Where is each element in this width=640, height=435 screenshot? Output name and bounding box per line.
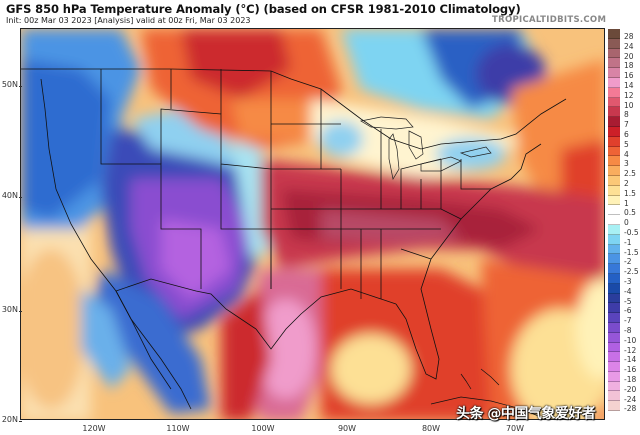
colorbar-cell <box>608 136 620 147</box>
colorbar-cell <box>608 166 620 176</box>
colorbar-cell <box>608 293 620 304</box>
colorbar-cell <box>608 175 620 186</box>
lat-tick-20n: 20N <box>1 415 22 424</box>
colorbar-label: -18 <box>624 375 637 384</box>
colorbar-label: -20 <box>624 384 637 394</box>
colorbar-cell <box>608 313 620 323</box>
colorbar-label: 3 <box>624 159 629 169</box>
colorbar-label: 4 <box>624 149 629 159</box>
colorbar-label: 24 <box>624 41 634 51</box>
colorbar-cell <box>608 244 620 255</box>
colorbar-label: 2.5 <box>624 169 636 179</box>
colorbar-cell <box>608 97 620 108</box>
colorbar-cell <box>608 68 620 78</box>
lat-tick-30n: 30N <box>1 305 22 314</box>
colorbar-cell <box>608 224 620 235</box>
colorbar-cell <box>608 107 620 118</box>
lon-tick-110w: 110W <box>166 424 190 433</box>
colorbar-label: 28 <box>624 32 634 41</box>
map-canvas <box>21 29 604 419</box>
colorbar-label: 5 <box>624 139 629 149</box>
lon-tick-100w: 100W <box>251 424 275 433</box>
colorbar-cell <box>608 391 620 402</box>
lon-tick-70w: 70W <box>505 424 525 433</box>
colorbar-cell <box>608 38 620 49</box>
colorbar-cell <box>608 401 620 412</box>
colorbar-cell <box>608 156 620 167</box>
lat-tick-50n: 50N <box>1 80 22 89</box>
watermark: 头条 @中国气象爱好者 <box>456 406 596 422</box>
colorbar-label: 1 <box>624 198 629 208</box>
colorbar-cell <box>608 117 620 127</box>
colorbar-cell <box>608 254 620 265</box>
colorbar-label: -24 <box>624 394 637 404</box>
colorbar-cell <box>608 185 620 196</box>
colorbar-cell <box>608 58 620 69</box>
colorbar-label: -1.5 <box>624 247 639 257</box>
colorbar-label: -3 <box>624 277 632 286</box>
chart-subtitle: Init: 00z Mar 03 2023 [Analysis] valid a… <box>6 16 251 25</box>
colorbar-cell <box>608 322 620 333</box>
anomaly-map <box>20 28 605 420</box>
colorbar-label: -14 <box>624 355 637 365</box>
colorbar-cell <box>608 77 620 88</box>
colorbar-label: -8 <box>624 326 632 335</box>
colorbar-label: 14 <box>624 81 634 90</box>
colorbar-cell <box>608 273 620 284</box>
colorbar-cell <box>608 362 620 372</box>
borders <box>21 68 567 410</box>
colorbar-label: -4 <box>624 286 632 296</box>
colorbar-label: -16 <box>624 365 637 375</box>
colorbar <box>608 29 620 412</box>
colorbar-cell <box>608 342 620 353</box>
lat-tick-40n: 40N <box>1 191 22 200</box>
colorbar-label: -2.5 <box>624 267 639 277</box>
brand-label: TROPICALTIDBITS.COM <box>492 15 607 25</box>
colorbar-label: 1.5 <box>624 188 636 198</box>
lon-tick-120w: 120W <box>82 424 106 433</box>
colorbar-label: -2 <box>624 257 632 267</box>
colorbar-label: 2 <box>624 179 629 188</box>
great-lakes <box>360 116 492 180</box>
lon-tick-90w: 90W <box>337 424 357 433</box>
colorbar-label: -1 <box>624 237 632 247</box>
colorbar-label: 0.5 <box>624 208 636 218</box>
colorbar-cell <box>608 264 620 274</box>
lon-tick-80w: 80W <box>421 424 441 433</box>
colorbar-label: 6 <box>624 130 629 139</box>
colorbar-cell <box>608 215 620 225</box>
colorbar-label: 16 <box>624 71 634 81</box>
caribbean-islands <box>430 368 542 418</box>
colorbar-cell <box>608 48 620 59</box>
colorbar-cell <box>608 303 620 314</box>
colorbar-label: 7 <box>624 120 629 130</box>
colorbar-cell <box>608 283 620 294</box>
colorbar-label: 18 <box>624 61 634 71</box>
colorbar-cell <box>608 146 620 157</box>
colorbar-label: -7 <box>624 316 632 326</box>
colorbar-label: 8 <box>624 110 629 120</box>
colorbar-cell <box>608 126 620 137</box>
chart-title: GFS 850 hPa Temperature Anomaly (°C) (ba… <box>6 2 521 16</box>
colorbar-label: -5 <box>624 296 632 306</box>
colorbar-label: 12 <box>624 90 634 100</box>
colorbar-label: 10 <box>624 100 634 110</box>
colorbar-cell <box>608 205 620 216</box>
colorbar-cell <box>608 352 620 363</box>
colorbar-label: -28 <box>624 404 637 414</box>
colorbar-cell <box>608 195 620 206</box>
colorbar-cell <box>608 332 620 343</box>
colorbar-cell <box>608 29 620 39</box>
colorbar-cell <box>608 87 620 98</box>
colorbar-cell <box>608 381 620 392</box>
colorbar-label: -0.5 <box>624 228 639 237</box>
colorbar-label: 0 <box>624 218 629 228</box>
colorbar-label: -10 <box>624 335 637 345</box>
colorbar-cell <box>608 371 620 382</box>
colorbar-label: 20 <box>624 51 634 61</box>
colorbar-label: -12 <box>624 345 637 355</box>
colorbar-label: -6 <box>624 306 632 316</box>
anomaly-fields <box>21 29 604 419</box>
colorbar-cell <box>608 234 620 245</box>
